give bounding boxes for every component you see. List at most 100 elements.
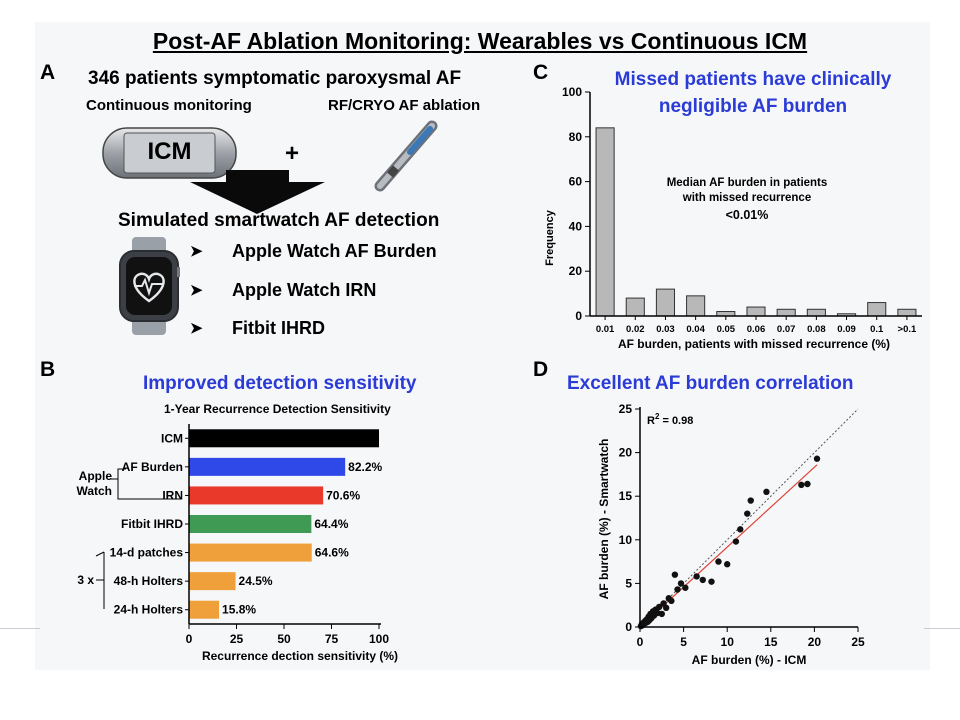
scatter-point <box>671 571 679 578</box>
panel-d-y-tick-label: 15 <box>619 489 633 503</box>
scatter-point <box>724 561 731 568</box>
panel-b-bar <box>189 600 220 619</box>
scatter-point <box>674 586 681 593</box>
panel-b-bar <box>189 515 312 533</box>
r-squared-label: R2 = 0.98 <box>647 412 693 427</box>
panel-d-x-tick-label: 5 <box>680 635 687 649</box>
scatter-point <box>693 573 700 580</box>
panel-d-y-label: AF burden (%) - Smartwatch <box>597 439 611 600</box>
panel-c-x-tick-label: 0.01 <box>596 324 615 335</box>
panel-d-x-tick-label: 15 <box>764 635 778 649</box>
scatter-point <box>655 603 663 611</box>
scatter-point <box>813 455 821 462</box>
scatter-point <box>668 597 675 605</box>
panel-c-bar <box>867 302 887 317</box>
panel-c-y-tick-label: 20 <box>569 264 583 278</box>
panel-b-bar <box>189 572 236 591</box>
panel-c-bar <box>655 288 676 317</box>
panel-c-label: C <box>533 61 549 84</box>
panel-b-bar <box>189 457 346 476</box>
panel-c-bar <box>897 308 917 317</box>
panel-b-value-label: 70.6% <box>326 488 360 502</box>
panel-c-annotation-1: Median AF burden in patients <box>667 177 828 189</box>
figure-title: Post-AF Ablation Monitoring: Wearables v… <box>152 28 808 54</box>
icm-device-icon <box>102 127 237 179</box>
panel-c-y-tick-label: 100 <box>562 85 582 99</box>
panel-b-bar <box>189 429 379 448</box>
panel-b-label: B <box>40 358 56 381</box>
panel-b-bar <box>189 486 324 505</box>
panel-b-x-tick-label: 75 <box>325 632 339 646</box>
scatter-point <box>662 604 670 612</box>
panel-b-x-tick-label: 50 <box>277 632 291 646</box>
panel-c-chart: 0.01 0.02 0.03 0.04 0.05 0.06 0.07 0.08 0.09 0.1 >… <box>544 85 922 351</box>
scatter-point <box>708 578 715 585</box>
scatter-point <box>699 576 706 584</box>
panel-c-x-tick-label: 0.07 <box>777 324 796 335</box>
scatter-point <box>682 584 689 591</box>
panel-c-x-tick-label: 0.02 <box>626 324 645 335</box>
panel-c-x-tick-label: 0.09 <box>837 324 856 335</box>
panel-d-y-tick-label: 5 <box>625 576 632 590</box>
panel-b-value-label: 24.5% <box>239 574 273 588</box>
panel-c-x-tick-label: 0.1 <box>870 324 884 335</box>
panel-d-y-tick-label: 10 <box>619 533 633 547</box>
panel-b-category-label: 14-d patches <box>110 546 184 560</box>
simulation-text: Simulated smartwatch AF detection <box>118 210 440 231</box>
panel-b-x-tick-label: 100 <box>369 632 389 646</box>
panel-b-value-label: 64.4% <box>314 517 348 531</box>
scatter-point <box>737 526 744 533</box>
slide-divider-left <box>0 628 40 629</box>
panel-d-x-tick-label: 25 <box>851 635 865 649</box>
panel-b-category-label: IRN <box>162 488 183 502</box>
panel-d-x-tick-label: 10 <box>721 635 735 649</box>
panel-d-y-tick-label: 20 <box>619 446 633 460</box>
panel-b-chart: ICM AF Burden 82.2% IRN 70.6% Fitbit IHRD 64.4… <box>76 424 398 663</box>
panel-d-x-tick-label: 0 <box>637 635 644 649</box>
panel-b-category-label: Fitbit IHRD <box>121 517 183 531</box>
scatter-point <box>804 480 811 488</box>
panel-b-value-label: 82.2% <box>348 460 382 474</box>
panel-c-y-tick-label: 60 <box>569 175 583 189</box>
icm-label: ICM <box>147 138 192 165</box>
panel-b-x-label: Recurrence dection sensitivity (%) <box>202 649 398 663</box>
scatter-point <box>732 538 740 545</box>
panel-b-category-label: AF Burden <box>122 460 183 474</box>
panel-b-heading: Improved detection sensitivity <box>143 373 417 394</box>
panel-d-chart: 0 5 10 15 20 25 0 5 10 15 20 25 R2 = 0.98 AF burden… <box>597 402 865 667</box>
panel-c-x-tick-label: 0.06 <box>747 324 766 335</box>
down-arrow-icon <box>190 170 325 214</box>
scatter-point <box>658 610 665 618</box>
bullet-1-glyph: ➤ <box>190 243 203 260</box>
scatter-point <box>763 488 770 496</box>
panel-c-annotation-2: with missed recurrence <box>682 192 811 204</box>
panel-b-category-label: ICM <box>161 431 183 445</box>
panel-d-label: D <box>533 358 549 381</box>
panel-c-bar <box>806 308 826 317</box>
three-x-label: 3 x <box>77 573 94 587</box>
panel-c-y-label: Frequency <box>544 209 556 266</box>
panel-b-category-label: 24-h Holters <box>114 603 184 617</box>
panel-c-y-tick-label: 40 <box>569 219 583 233</box>
panel-c-x-tick-label: 0.08 <box>807 324 826 335</box>
panel-c-x-tick-label: 0.04 <box>686 324 705 335</box>
panel-b-x-tick-label: 0 <box>186 632 193 646</box>
panel-d-y-tick-label: 25 <box>619 402 633 416</box>
panel-c-x-tick-label: 0.03 <box>656 324 675 335</box>
scatter-point <box>715 558 722 565</box>
bullet-2-text: Apple Watch IRN <box>232 280 377 300</box>
panel-b-value-label: 64.6% <box>315 546 349 560</box>
panel-b-x-tick-label: 25 <box>230 632 244 646</box>
ablation-caption: RF/CRYO AF ablation <box>328 97 481 114</box>
panel-c-heading: Missed patients have clinically negligib… <box>570 66 936 120</box>
bullet-3-text: Fitbit IHRD <box>232 318 325 338</box>
panel-d-x-label: AF burden (%) - ICM <box>692 653 807 667</box>
panel-c-bar <box>686 295 706 317</box>
identity-line <box>639 408 859 628</box>
bullet-3-glyph: ➤ <box>190 320 203 337</box>
continuous-monitoring-caption: Continuous monitoring <box>86 97 252 114</box>
apple-group-label-1: Apple <box>79 469 113 483</box>
panel-b-chart-title: 1-Year Recurrence Detection Sensitivity <box>164 402 391 416</box>
smartwatch-heart-icon <box>118 237 180 335</box>
panel-c-heading-line-1: Missed patients have clinically <box>614 69 892 90</box>
